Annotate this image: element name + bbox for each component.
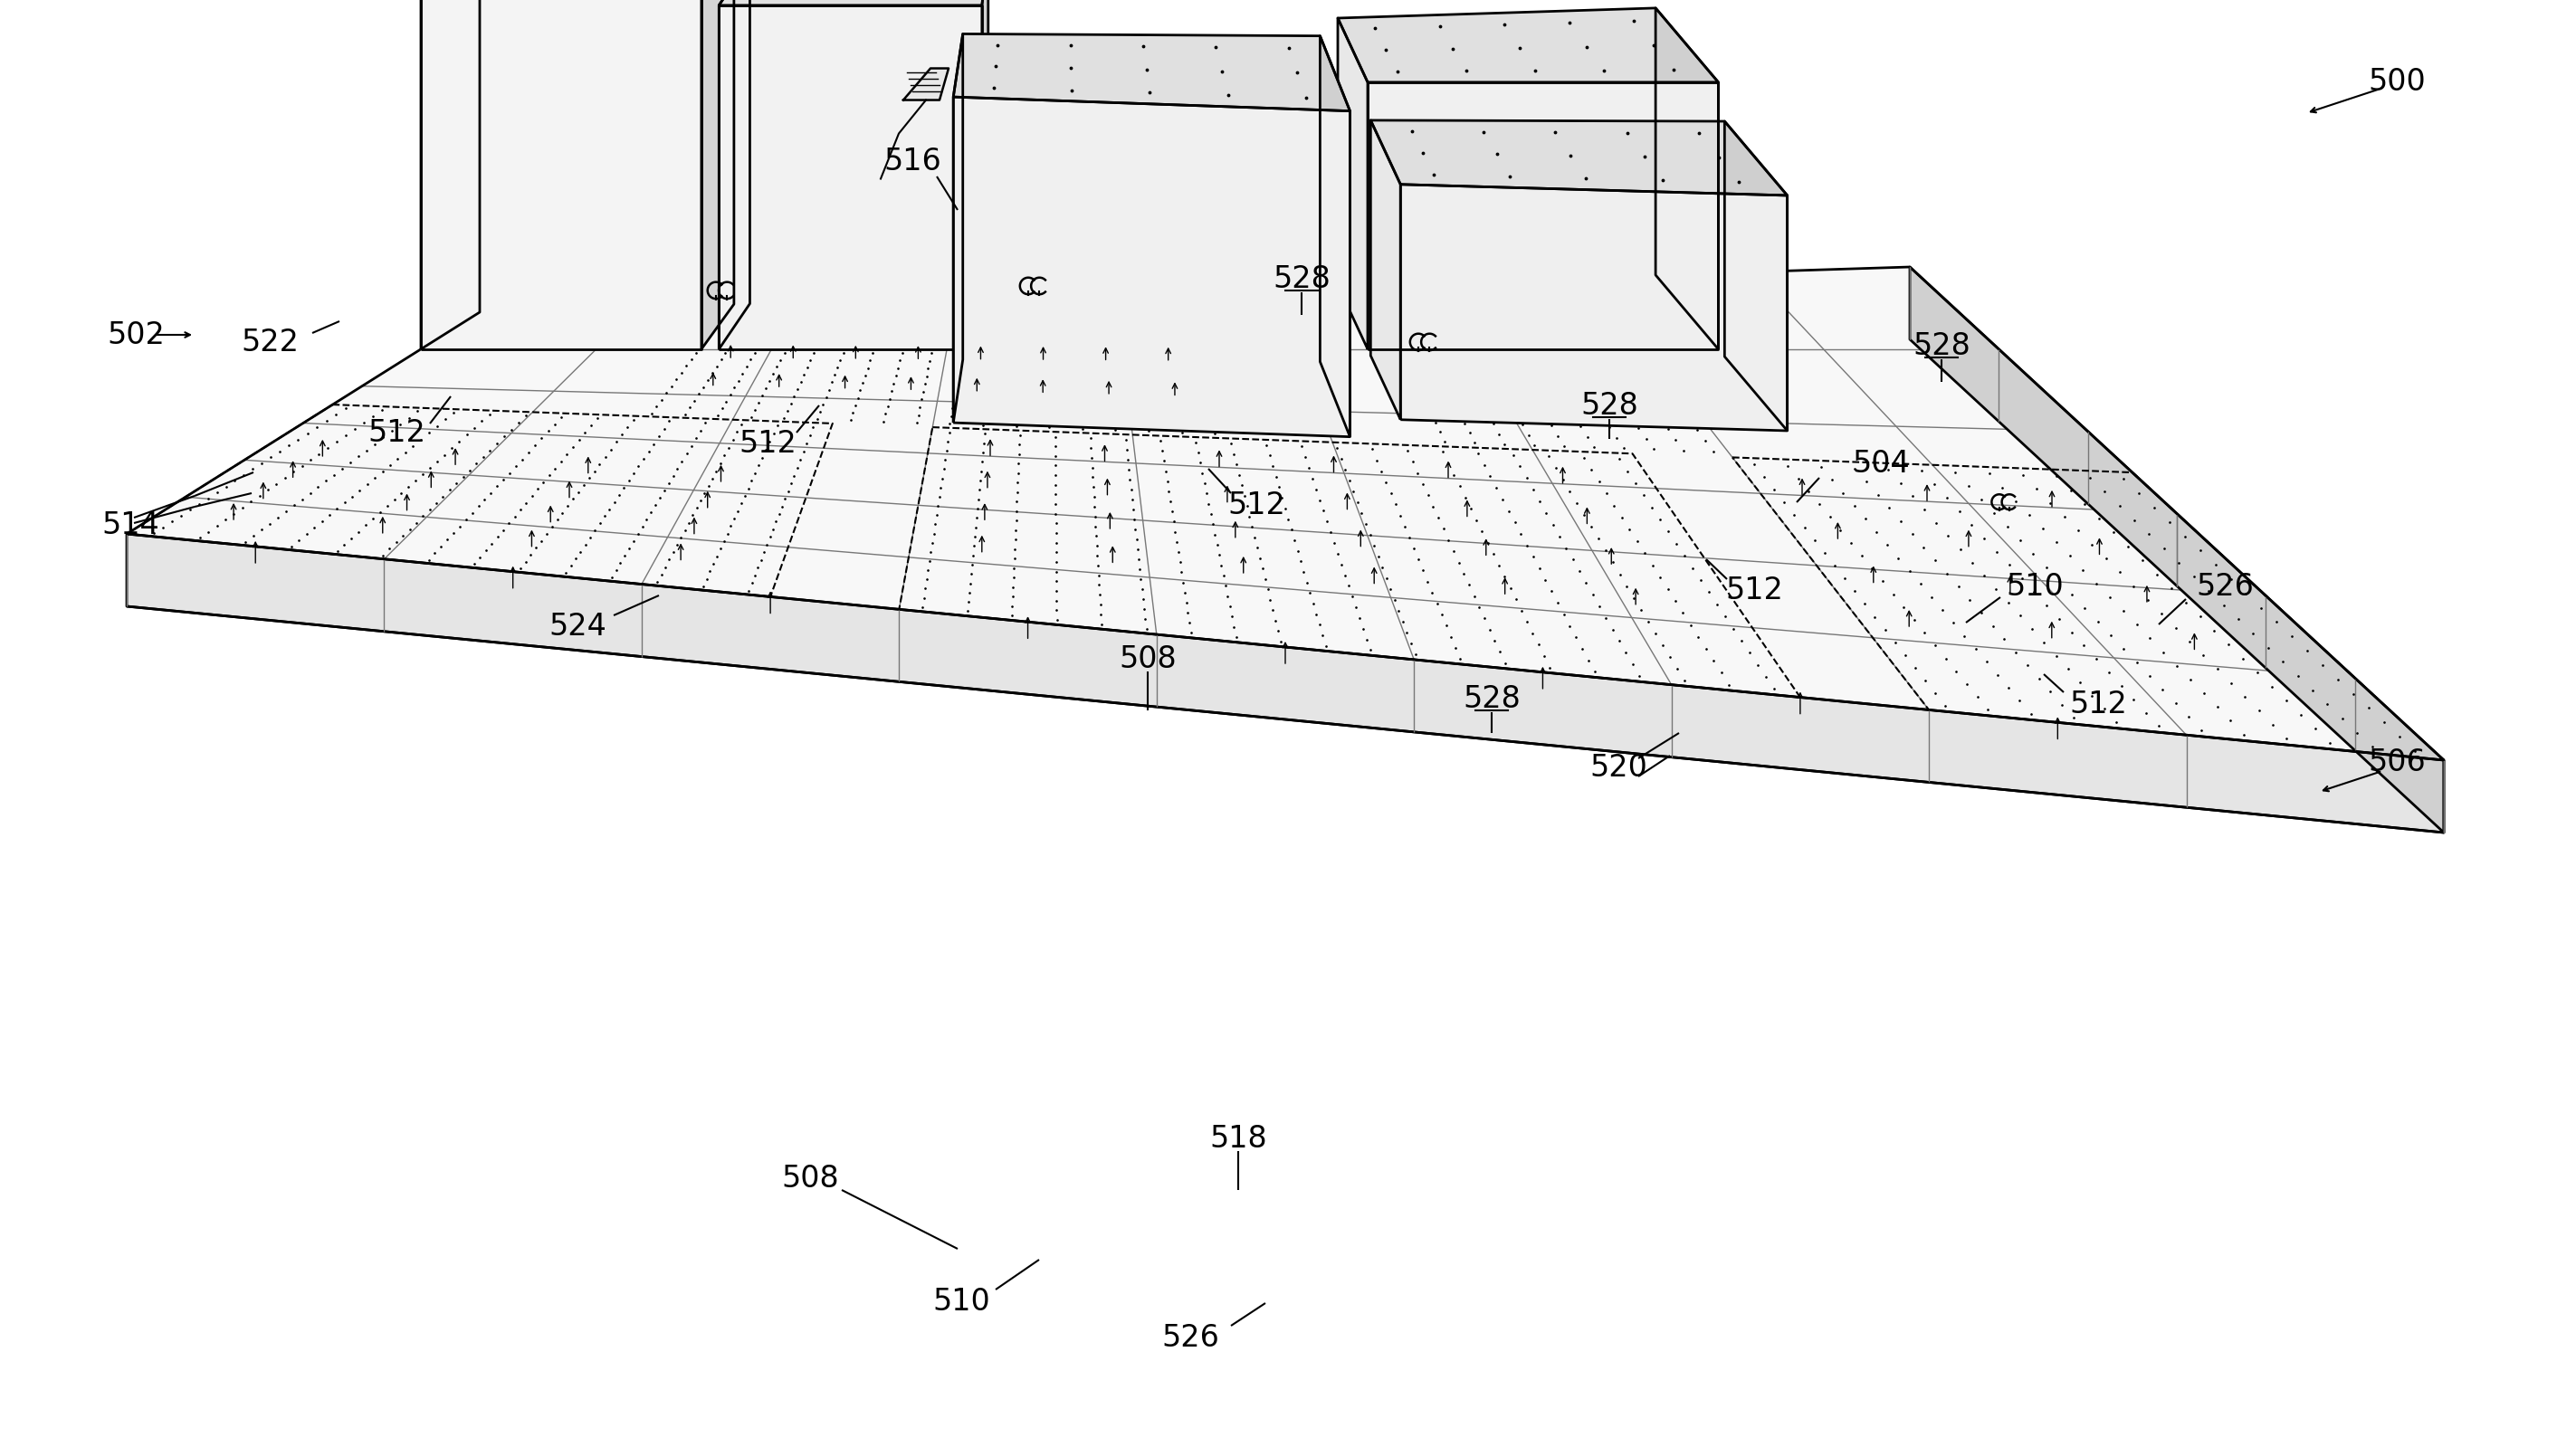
Text: 510: 510 — [933, 1286, 989, 1317]
Polygon shape — [1337, 9, 1718, 82]
Polygon shape — [1401, 184, 1788, 431]
Polygon shape — [719, 0, 989, 6]
Polygon shape — [904, 68, 948, 100]
Text: 508: 508 — [781, 1163, 840, 1194]
Polygon shape — [1337, 19, 1368, 349]
Polygon shape — [719, 6, 981, 349]
Polygon shape — [1723, 122, 1788, 431]
Text: 528: 528 — [1911, 331, 1971, 360]
Polygon shape — [719, 0, 750, 349]
Text: 524: 524 — [549, 611, 605, 641]
Polygon shape — [126, 266, 2445, 760]
Text: 506: 506 — [2367, 747, 2427, 777]
Text: 528: 528 — [1582, 391, 1638, 420]
Text: 520: 520 — [1589, 752, 1646, 783]
Text: 512: 512 — [1226, 491, 1285, 519]
Polygon shape — [1319, 36, 1350, 437]
Text: 528: 528 — [1463, 683, 1520, 713]
Polygon shape — [1368, 82, 1718, 349]
Text: 512: 512 — [739, 428, 796, 459]
Text: 502: 502 — [106, 320, 165, 350]
Polygon shape — [420, 0, 479, 349]
Text: 500: 500 — [2367, 67, 2427, 97]
Text: 514: 514 — [100, 509, 160, 540]
Polygon shape — [981, 0, 989, 349]
Text: 518: 518 — [1208, 1123, 1267, 1153]
Polygon shape — [953, 97, 1350, 437]
Text: 526: 526 — [1162, 1323, 1218, 1353]
Polygon shape — [420, 0, 701, 349]
Polygon shape — [701, 0, 734, 349]
Text: 510: 510 — [2007, 572, 2063, 602]
Text: 512: 512 — [2069, 689, 2128, 719]
Text: 512: 512 — [1726, 574, 1783, 605]
Text: 504: 504 — [1852, 449, 1909, 479]
Text: 516: 516 — [884, 146, 940, 177]
Text: 522: 522 — [240, 327, 299, 357]
Polygon shape — [126, 534, 2445, 832]
Text: 528: 528 — [1273, 263, 1329, 294]
Polygon shape — [953, 33, 1350, 111]
Text: 512: 512 — [368, 418, 425, 447]
Polygon shape — [1370, 120, 1401, 420]
Text: 526: 526 — [2195, 572, 2254, 602]
Polygon shape — [953, 33, 963, 423]
Text: 508: 508 — [1118, 644, 1177, 674]
Polygon shape — [1370, 120, 1788, 195]
Polygon shape — [1656, 9, 1718, 349]
Polygon shape — [1909, 266, 2445, 832]
